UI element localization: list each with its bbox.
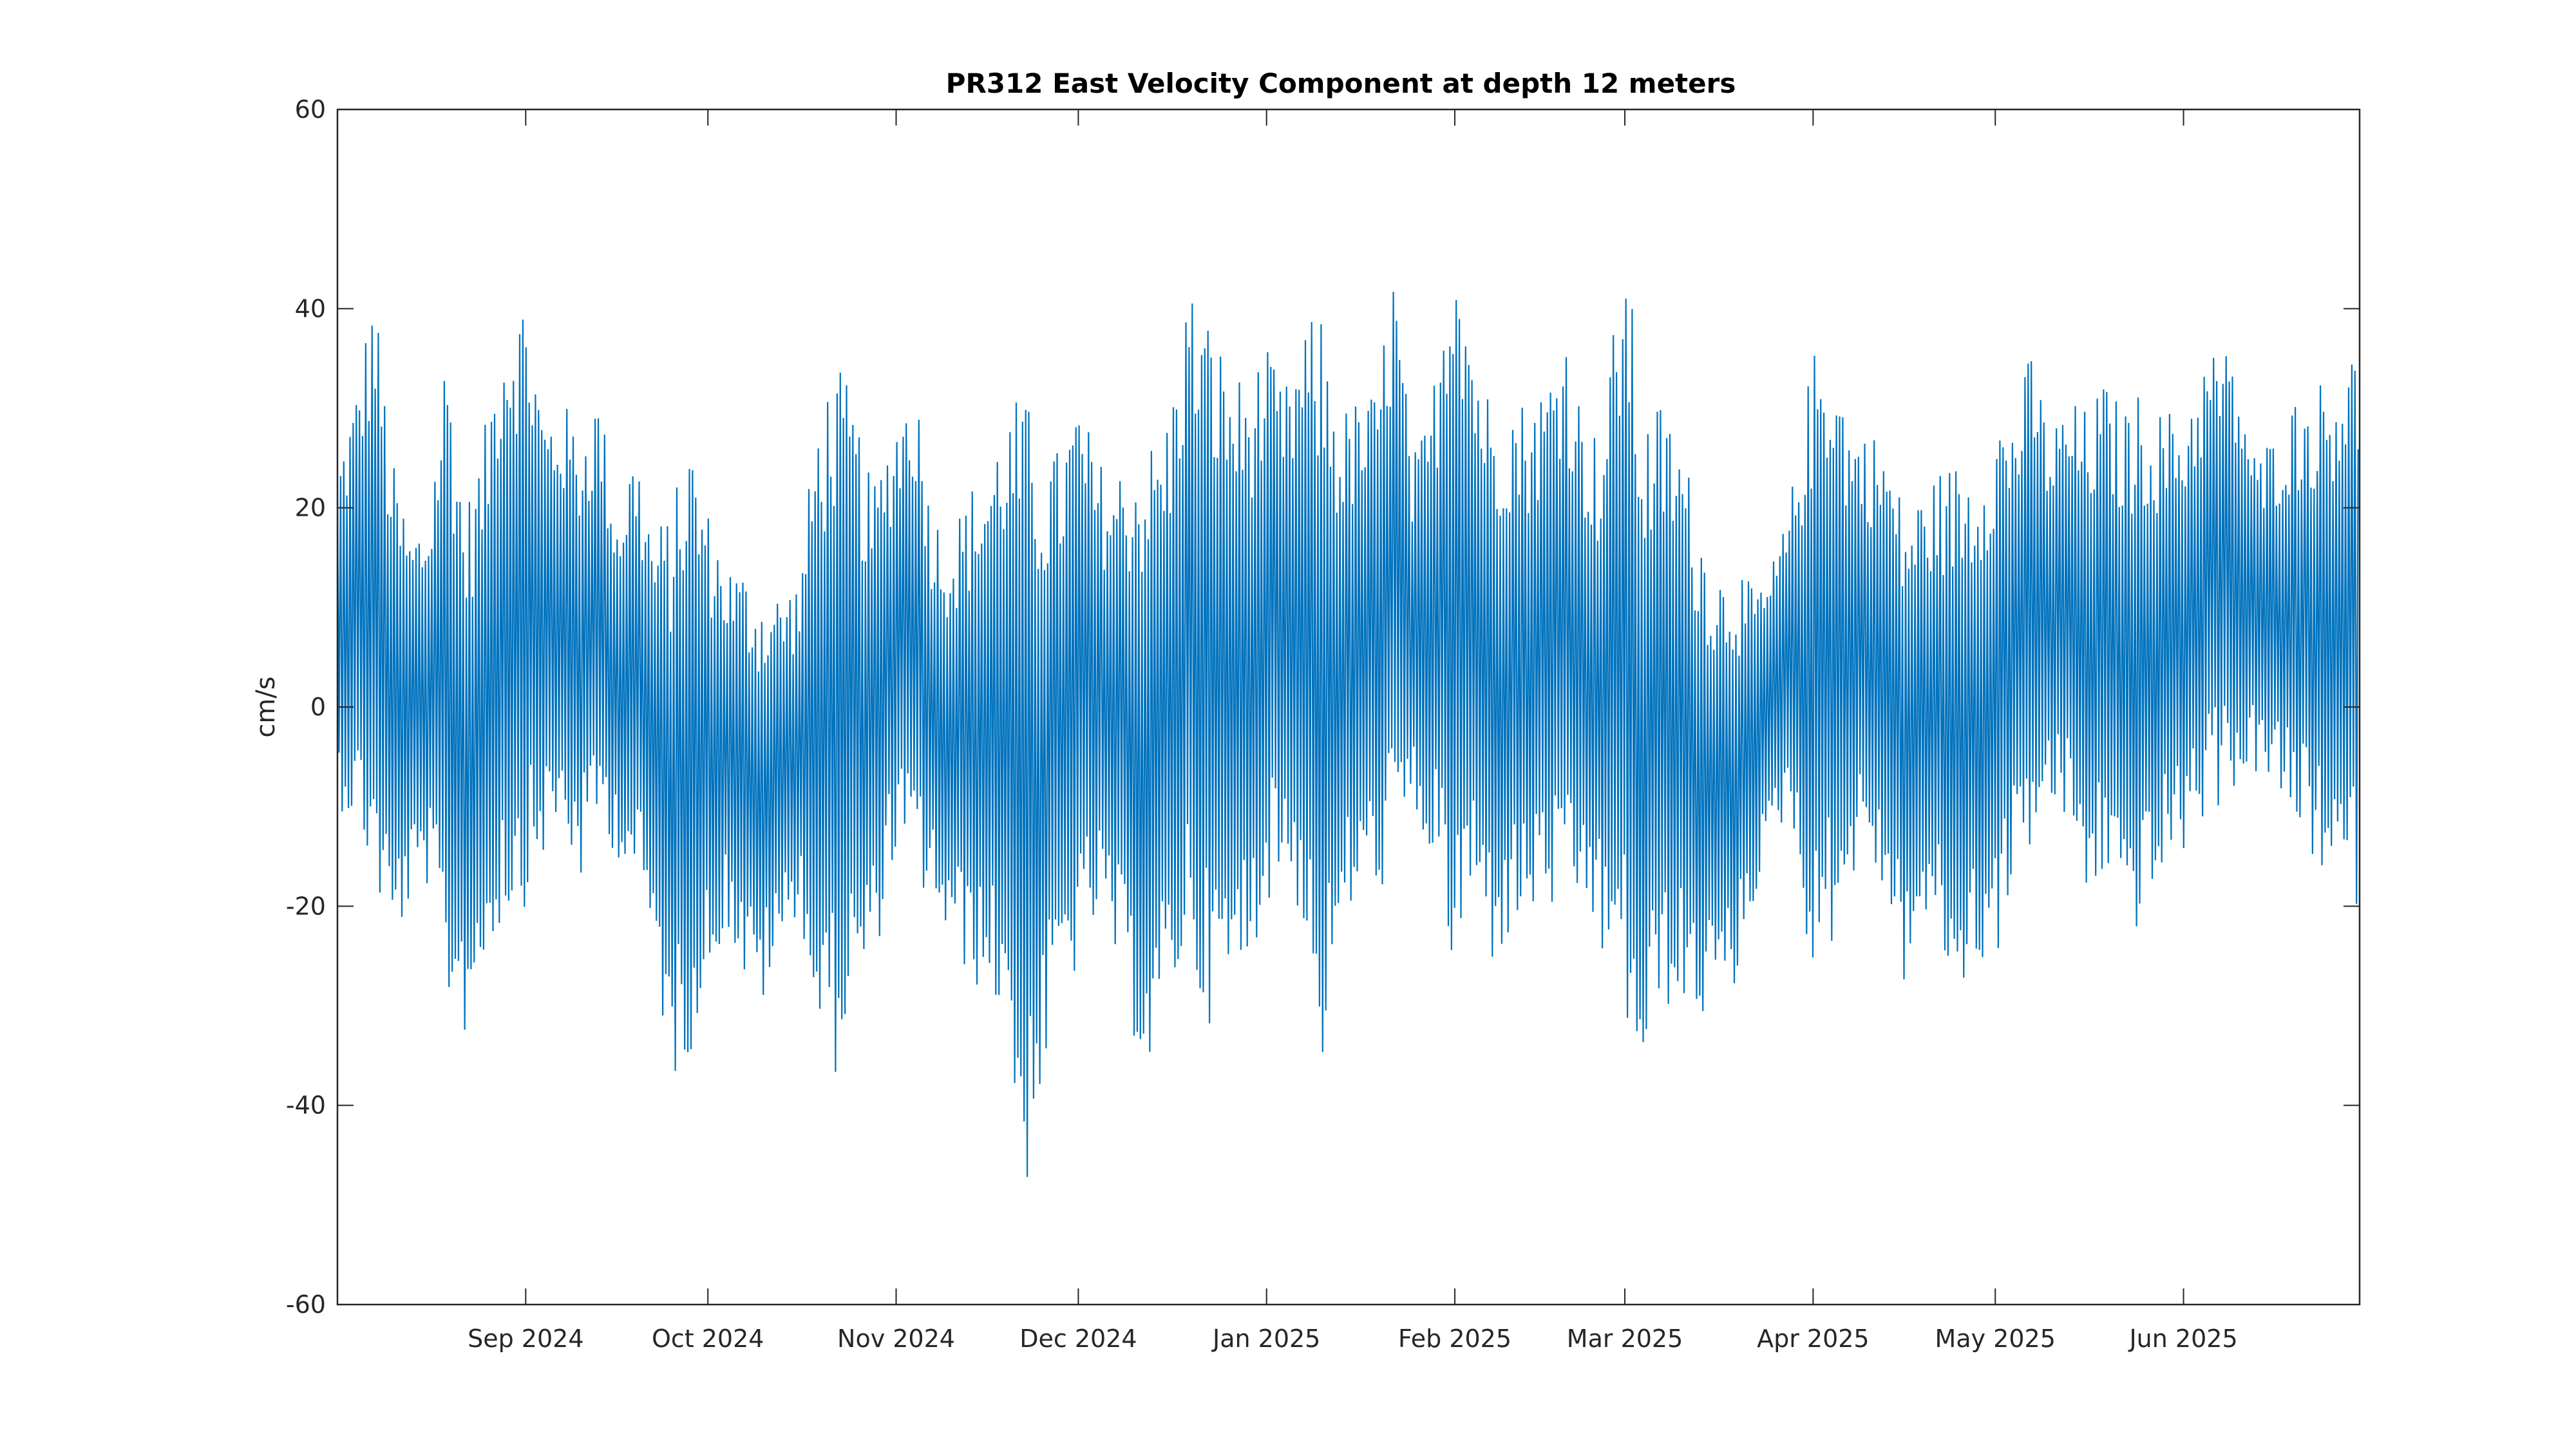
y-tick-label: -60 [286,1290,326,1319]
x-tick-label: Jun 2025 [2128,1325,2237,1353]
x-tick-label: Feb 2025 [1398,1325,1511,1353]
y-tick-label: 60 [295,95,326,124]
x-tick-label: Sep 2024 [468,1325,583,1353]
series-line-east-velocity [336,292,2359,1177]
plot-area [336,108,2361,1306]
chart-title: PR312 East Velocity Component at depth 1… [946,68,1736,99]
x-tick-label: Apr 2025 [1757,1325,1870,1353]
y-axis-label: cm/s [251,676,281,737]
y-tick-label: 0 [310,693,326,721]
x-tick-label: Dec 2024 [1019,1325,1137,1353]
y-tick-label: 40 [295,294,326,323]
x-tick-label: Mar 2025 [1567,1325,1683,1353]
y-tick-label: -40 [286,1091,326,1120]
x-tick-label: May 2025 [1935,1325,2056,1353]
x-axis: Sep 2024 Oct 2024 Nov 2024 Dec 2024 Jan 2025… [468,109,2238,1353]
x-tick-label: Jan 2025 [1211,1325,1320,1353]
y-axis: -60 -40 -20 0 20 40 60 [286,95,2360,1319]
x-tick-label: Oct 2024 [652,1325,764,1353]
x-tick-label: Nov 2024 [837,1325,955,1353]
y-tick-label: -20 [286,892,326,920]
y-tick-label: 20 [295,494,326,522]
